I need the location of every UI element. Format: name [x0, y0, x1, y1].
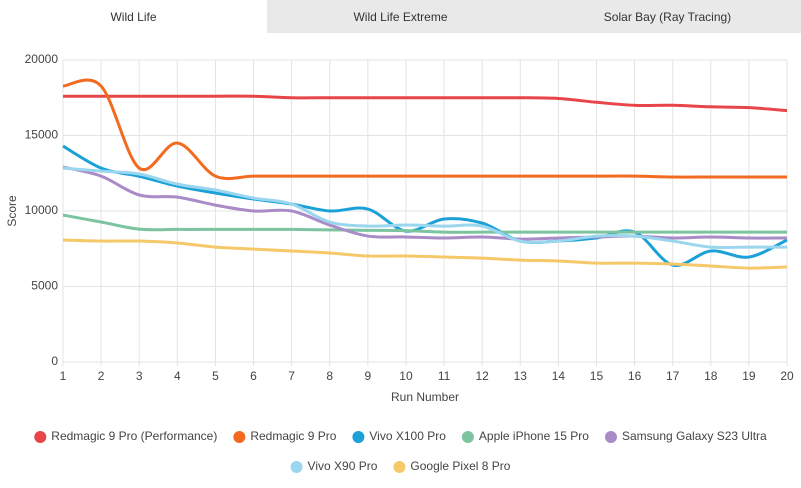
- series-line: [62, 238, 788, 270]
- legend-label: Google Pixel 8 Pro: [410, 459, 510, 473]
- x-tick-label: 11: [438, 369, 451, 383]
- legend-marker: [290, 461, 303, 473]
- x-axis-label: Run Number: [391, 390, 459, 404]
- series-line: [62, 166, 787, 250]
- legend-marker: [233, 431, 246, 443]
- y-tick-label: 15000: [25, 128, 59, 142]
- x-tick-label: 16: [628, 369, 642, 383]
- x-tick-label: 6: [250, 369, 257, 383]
- x-tick-label: 13: [514, 369, 528, 383]
- legend-item[interactable]: Vivo X90 Pro: [290, 459, 378, 473]
- legend-label: Vivo X90 Pro: [308, 459, 378, 473]
- tab[interactable]: Wild Life: [0, 0, 267, 33]
- legend-label: Redmagic 9 Pro (Performance): [51, 429, 217, 443]
- legend-item[interactable]: Apple iPhone 15 Pro: [461, 429, 589, 443]
- x-tick-label: 14: [552, 369, 566, 383]
- x-tick-label: 9: [364, 369, 371, 383]
- y-tick-label: 20000: [25, 52, 59, 66]
- x-tick-label: 4: [174, 369, 181, 383]
- y-tick-label: 10000: [25, 203, 59, 217]
- series-line: [62, 78, 787, 181]
- legend-marker: [604, 431, 617, 443]
- x-tick-label: 18: [704, 369, 718, 383]
- series-line: [62, 144, 788, 267]
- x-tick-label: 8: [326, 369, 333, 383]
- x-tick-label: 19: [742, 369, 756, 383]
- legend-marker: [34, 431, 47, 443]
- legend-item[interactable]: Redmagic 9 Pro: [233, 429, 337, 443]
- tab[interactable]: Solar Bay (Ray Tracing): [603, 9, 732, 24]
- legend-marker: [461, 431, 474, 443]
- legend-marker: [393, 461, 406, 473]
- x-tick-label: 17: [666, 369, 680, 383]
- legend-marker: [352, 431, 365, 443]
- legend-item[interactable]: Redmagic 9 Pro (Performance): [34, 429, 217, 443]
- legend-label: Samsung Galaxy S23 Ultra: [622, 429, 767, 443]
- y-axis-label: Score: [5, 195, 19, 227]
- y-tick-label: 0: [51, 354, 58, 368]
- x-tick-label: 5: [212, 369, 219, 383]
- legend-label: Vivo X100 Pro: [369, 429, 446, 443]
- tab-bar: Wild Life Wild Life Extreme Solar Bay (Ray…: [0, 0, 801, 33]
- legend-label: Apple iPhone 15 Pro: [479, 429, 589, 443]
- legend-item[interactable]: Vivo X100 Pro: [352, 429, 446, 443]
- x-tick-label: 20: [780, 369, 794, 383]
- x-tick-label: 10: [399, 369, 413, 383]
- x-tick-label: 15: [590, 369, 604, 383]
- x-tick-label: 2: [98, 369, 105, 383]
- legend-item[interactable]: Samsung Galaxy S23 Ultra: [604, 429, 767, 443]
- x-tick-label: 1: [60, 369, 67, 383]
- series-line: [63, 94, 788, 113]
- y-tick-label: 5000: [31, 279, 58, 293]
- series-line: [62, 165, 788, 241]
- x-tick-label: 12: [475, 369, 489, 383]
- x-tick-label: 3: [136, 369, 143, 383]
- legend-item[interactable]: Google Pixel 8 Pro: [393, 459, 511, 473]
- tab[interactable]: Wild Life Extreme: [353, 9, 448, 24]
- legend-label: Redmagic 9 Pro: [250, 429, 336, 443]
- series-line: [62, 213, 787, 234]
- x-tick-label: 7: [288, 369, 295, 383]
